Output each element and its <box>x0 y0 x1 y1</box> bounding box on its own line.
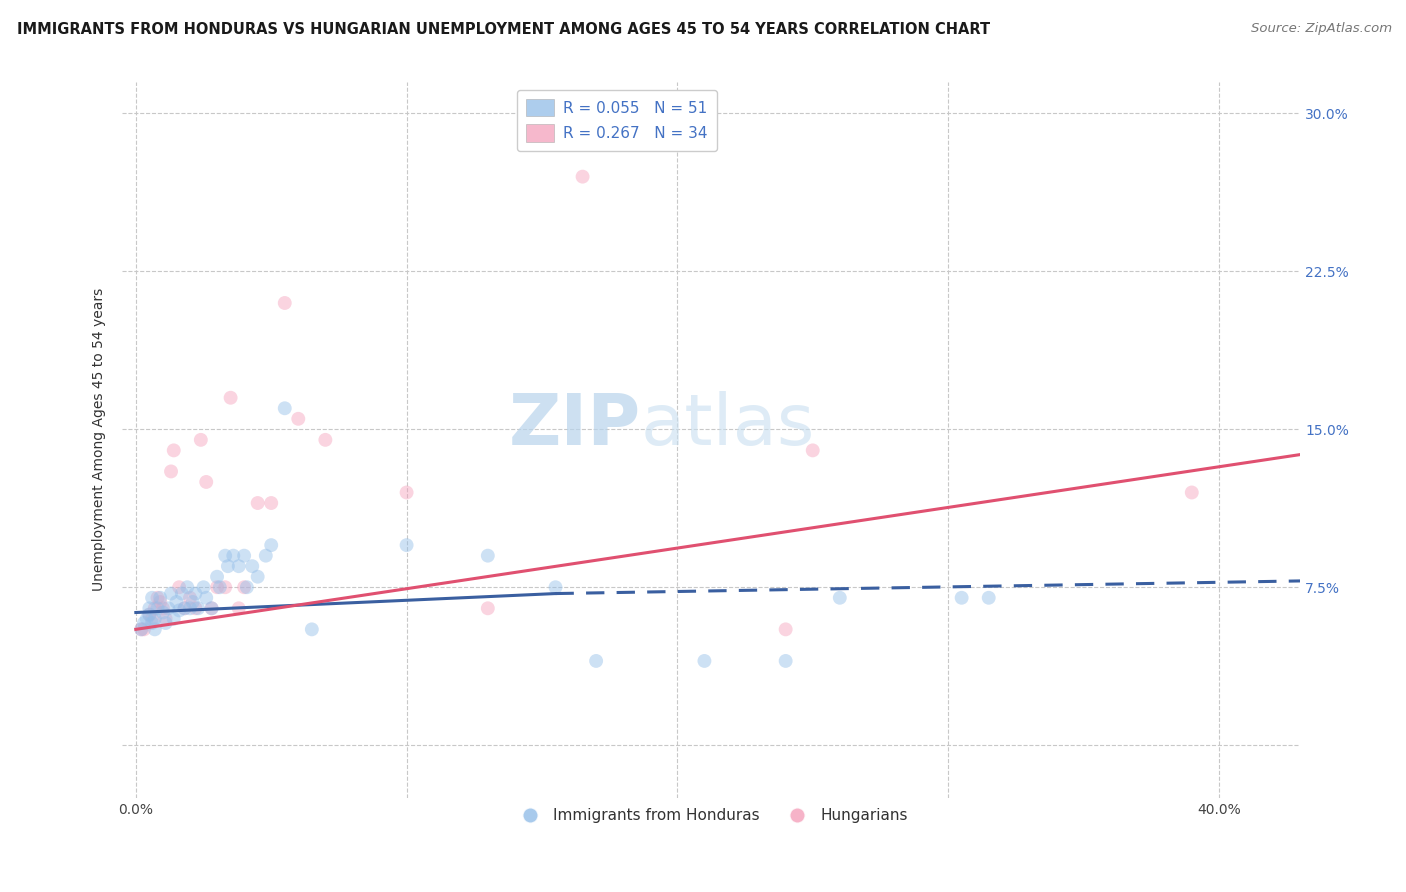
Point <box>176 580 198 594</box>
Point <box>193 580 215 594</box>
Point <box>228 601 250 615</box>
Point <box>314 433 336 447</box>
Point <box>219 391 242 405</box>
Point <box>166 595 188 609</box>
Point <box>693 654 716 668</box>
Point <box>395 485 418 500</box>
Point <box>544 580 567 594</box>
Point <box>254 549 277 563</box>
Point <box>141 615 163 630</box>
Point <box>187 601 209 615</box>
Point <box>240 559 263 574</box>
Point <box>301 623 323 637</box>
Point <box>228 559 250 574</box>
Point <box>274 296 297 310</box>
Point <box>141 591 163 605</box>
Point <box>214 580 236 594</box>
Point <box>173 601 195 615</box>
Point <box>157 601 180 615</box>
Point <box>190 433 212 447</box>
Point <box>181 595 204 609</box>
Point <box>236 580 259 594</box>
Point <box>173 601 195 615</box>
Point <box>163 443 186 458</box>
Point <box>167 580 190 594</box>
Point <box>179 601 201 615</box>
Point <box>141 612 163 626</box>
Point <box>138 601 160 615</box>
Y-axis label: Unemployment Among Ages 45 to 54 years: Unemployment Among Ages 45 to 54 years <box>93 288 107 591</box>
Point <box>179 591 201 605</box>
Point <box>828 591 851 605</box>
Point <box>152 601 174 615</box>
Point <box>395 538 418 552</box>
Text: atlas: atlas <box>641 391 815 460</box>
Point <box>246 570 269 584</box>
Point <box>801 443 824 458</box>
Point <box>170 586 193 600</box>
Text: IMMIGRANTS FROM HONDURAS VS HUNGARIAN UNEMPLOYMENT AMONG AGES 45 TO 54 YEARS COR: IMMIGRANTS FROM HONDURAS VS HUNGARIAN UN… <box>17 22 990 37</box>
Point <box>571 169 593 184</box>
Legend: Immigrants from Honduras, Hungarians: Immigrants from Honduras, Hungarians <box>509 802 914 830</box>
Point <box>135 612 157 626</box>
Point <box>274 401 297 416</box>
Point <box>143 612 166 626</box>
Point <box>208 580 231 594</box>
Point <box>195 475 218 489</box>
Point <box>155 615 177 630</box>
Point <box>146 591 169 605</box>
Point <box>143 623 166 637</box>
Point <box>129 623 152 637</box>
Point <box>184 601 207 615</box>
Text: ZIP: ZIP <box>509 391 641 460</box>
Point <box>201 601 224 615</box>
Point <box>950 591 973 605</box>
Point <box>184 586 207 600</box>
Text: Source: ZipAtlas.com: Source: ZipAtlas.com <box>1251 22 1392 36</box>
Point <box>775 623 797 637</box>
Point <box>246 496 269 510</box>
Point <box>214 549 236 563</box>
Point <box>477 601 499 615</box>
Point <box>149 595 172 609</box>
Point <box>222 549 245 563</box>
Point <box>775 654 797 668</box>
Point <box>977 591 1000 605</box>
Point <box>287 412 309 426</box>
Point <box>138 607 160 622</box>
Point <box>205 570 228 584</box>
Point <box>132 623 155 637</box>
Point <box>1181 485 1204 500</box>
Point <box>138 607 160 622</box>
Point <box>217 559 239 574</box>
Point <box>146 601 169 615</box>
Point <box>233 580 256 594</box>
Point <box>205 580 228 594</box>
Point <box>160 586 183 600</box>
Point <box>132 615 155 630</box>
Point <box>260 538 283 552</box>
Point <box>201 601 224 615</box>
Point <box>152 606 174 620</box>
Point <box>149 591 172 605</box>
Point <box>160 465 183 479</box>
Point <box>163 612 186 626</box>
Point <box>477 549 499 563</box>
Point <box>129 623 152 637</box>
Point <box>195 591 218 605</box>
Point <box>155 612 177 626</box>
Point <box>585 654 607 668</box>
Point <box>167 603 190 617</box>
Point <box>260 496 283 510</box>
Point <box>143 601 166 615</box>
Point <box>233 549 256 563</box>
